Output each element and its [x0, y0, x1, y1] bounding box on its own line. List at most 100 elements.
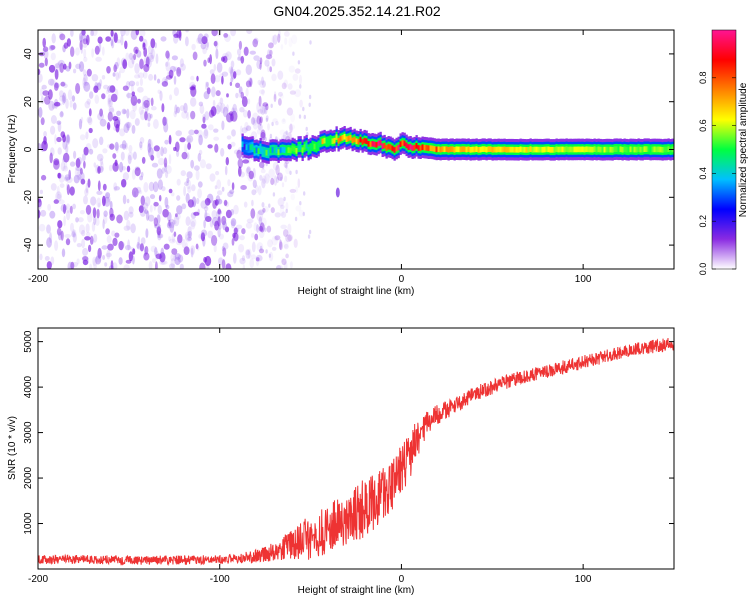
noise-speckle — [221, 75, 224, 85]
noise-speckle — [65, 133, 71, 145]
noise-speckle — [233, 149, 240, 155]
noise-speckle — [131, 187, 139, 198]
noise-speckle — [140, 237, 146, 245]
noise-speckle — [251, 199, 254, 207]
noise-speckle — [168, 134, 172, 145]
noise-speckle — [167, 211, 172, 222]
noise-speckle — [123, 225, 131, 231]
noise-speckle — [152, 181, 159, 193]
noise-speckle — [99, 158, 104, 166]
noise-speckle — [175, 213, 178, 218]
noise-speckle — [148, 261, 153, 269]
ridge-cell — [367, 141, 370, 147]
noise-speckle — [43, 131, 47, 138]
noise-speckle — [173, 253, 177, 262]
noise-speckle — [237, 48, 242, 56]
ridge-cell — [509, 146, 512, 153]
ridge-cell — [277, 149, 280, 155]
noise-speckle — [221, 71, 229, 77]
noise-speckle — [269, 251, 274, 262]
noise-speckle — [109, 143, 115, 150]
noise-speckle — [233, 204, 239, 215]
noise-speckle — [243, 46, 249, 56]
noise-speckle — [133, 53, 137, 60]
ridge-cell — [425, 145, 428, 151]
noise-speckle — [174, 256, 181, 266]
noise-speckle — [107, 243, 114, 251]
noise-speckle — [61, 94, 66, 105]
noise-speckle — [190, 97, 197, 107]
ridge-cell — [259, 145, 262, 152]
noise-speckle — [92, 256, 98, 266]
noise-speckle — [127, 154, 132, 165]
noise-speckle — [155, 53, 159, 64]
noise-speckle — [280, 44, 284, 50]
noise-speckle — [241, 228, 246, 235]
ridge-cell — [371, 140, 374, 147]
noise-speckle — [261, 202, 265, 208]
ridge-cell — [355, 138, 358, 145]
noise-speckle — [38, 106, 43, 118]
noise-speckle — [289, 261, 293, 269]
noise-speckle — [114, 232, 120, 238]
noise-speckle — [256, 128, 262, 135]
noise-speckle — [104, 262, 108, 267]
noise-speckle — [239, 257, 246, 265]
noise-speckle — [40, 117, 45, 126]
noise-speckle — [48, 100, 55, 111]
noise-speckle — [193, 211, 200, 216]
noise-speckle — [233, 227, 238, 235]
noise-speckle — [230, 67, 234, 78]
noise-speckle — [65, 203, 71, 214]
ridge-cell — [533, 146, 536, 153]
noise-speckle — [178, 30, 182, 41]
noise-speckle — [97, 36, 103, 44]
noise-speckle — [57, 220, 63, 229]
noise-speckle — [38, 198, 42, 208]
noise-speckle — [82, 43, 88, 48]
ridge-cell — [299, 144, 302, 150]
noise-speckle — [147, 52, 154, 61]
noise-speckle — [69, 100, 73, 108]
noise-speckle — [46, 261, 52, 269]
noise-speckle — [294, 89, 302, 98]
noise-speckle — [261, 217, 267, 227]
noise-speckle — [230, 141, 236, 147]
noise-speckle — [55, 191, 62, 202]
noise-speckle — [125, 142, 128, 150]
noise-speckle — [204, 81, 208, 91]
noise-speckle — [233, 252, 237, 264]
ridge-cell — [489, 146, 492, 152]
noise-speckle — [49, 232, 52, 244]
noise-speckle — [168, 219, 171, 227]
noise-speckle — [53, 199, 59, 204]
noise-speckle — [281, 257, 284, 263]
noise-speckle — [50, 45, 56, 50]
noise-speckle — [279, 129, 286, 136]
noise-speckle — [286, 107, 294, 116]
noise-speckle — [183, 102, 188, 114]
ridge-cell — [569, 146, 572, 153]
noise-speckle — [149, 54, 155, 63]
noise-speckle — [235, 69, 242, 76]
noise-speckle — [308, 229, 312, 235]
noise-speckle — [175, 130, 182, 137]
noise-speckle — [226, 93, 229, 98]
ridge-cell — [417, 145, 420, 151]
noise-speckle — [64, 234, 72, 238]
noise-speckle — [191, 184, 196, 192]
noise-speckle — [176, 67, 182, 77]
noise-speckle — [211, 30, 218, 37]
noise-speckle — [168, 188, 173, 194]
noise-speckle — [163, 121, 169, 133]
noise-speckle — [72, 229, 76, 236]
ridge-cell — [427, 145, 430, 152]
noise-speckle — [124, 40, 128, 50]
snr-frame — [37, 327, 675, 570]
noise-speckle — [251, 189, 257, 196]
noise-speckle — [245, 80, 252, 88]
noise-speckle — [170, 258, 175, 268]
noise-speckle — [283, 162, 288, 168]
noise-speckle — [277, 197, 285, 207]
noise-speckle — [97, 180, 101, 191]
